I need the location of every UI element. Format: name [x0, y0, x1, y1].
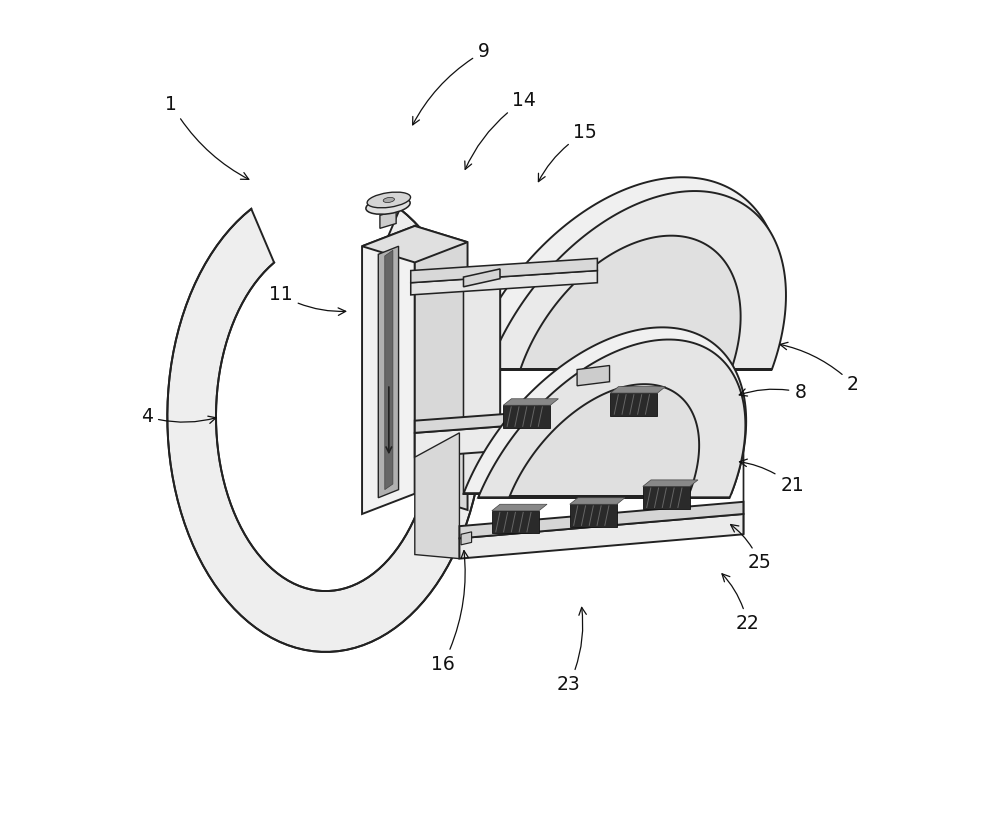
- Polygon shape: [463, 328, 746, 493]
- Text: 25: 25: [731, 525, 772, 572]
- Polygon shape: [570, 504, 617, 527]
- Polygon shape: [520, 235, 741, 369]
- Ellipse shape: [383, 198, 394, 203]
- Polygon shape: [380, 211, 396, 229]
- Polygon shape: [503, 405, 550, 428]
- Polygon shape: [643, 480, 698, 486]
- Text: 16: 16: [431, 551, 468, 673]
- Polygon shape: [610, 386, 666, 393]
- Text: 2: 2: [780, 342, 859, 394]
- Polygon shape: [378, 246, 399, 498]
- Polygon shape: [362, 226, 468, 262]
- Polygon shape: [362, 226, 415, 514]
- Text: 21: 21: [739, 459, 804, 495]
- Polygon shape: [468, 177, 781, 364]
- Text: 14: 14: [465, 91, 536, 169]
- Text: 4: 4: [141, 407, 216, 426]
- Polygon shape: [411, 258, 597, 283]
- Polygon shape: [570, 498, 625, 504]
- Polygon shape: [459, 514, 743, 559]
- Ellipse shape: [366, 197, 410, 214]
- Polygon shape: [492, 504, 547, 511]
- Polygon shape: [411, 270, 597, 295]
- Polygon shape: [415, 433, 459, 559]
- Polygon shape: [415, 396, 743, 433]
- Text: 22: 22: [722, 574, 759, 633]
- Text: 8: 8: [739, 383, 806, 402]
- Polygon shape: [463, 269, 500, 287]
- Polygon shape: [167, 209, 484, 652]
- Polygon shape: [478, 340, 745, 498]
- Polygon shape: [415, 408, 743, 458]
- Polygon shape: [459, 502, 743, 538]
- Polygon shape: [510, 384, 699, 496]
- Text: 11: 11: [269, 285, 346, 315]
- Polygon shape: [463, 279, 500, 493]
- Polygon shape: [461, 532, 472, 545]
- Polygon shape: [492, 511, 539, 534]
- Polygon shape: [610, 393, 657, 416]
- Text: 15: 15: [538, 123, 597, 181]
- Text: 9: 9: [413, 42, 490, 125]
- Text: 1: 1: [165, 95, 249, 180]
- Polygon shape: [385, 250, 393, 489]
- Polygon shape: [643, 486, 690, 509]
- Text: 23: 23: [557, 607, 586, 694]
- Polygon shape: [577, 365, 610, 386]
- Polygon shape: [488, 191, 786, 369]
- Polygon shape: [415, 226, 468, 510]
- Ellipse shape: [367, 192, 411, 208]
- Polygon shape: [503, 399, 558, 405]
